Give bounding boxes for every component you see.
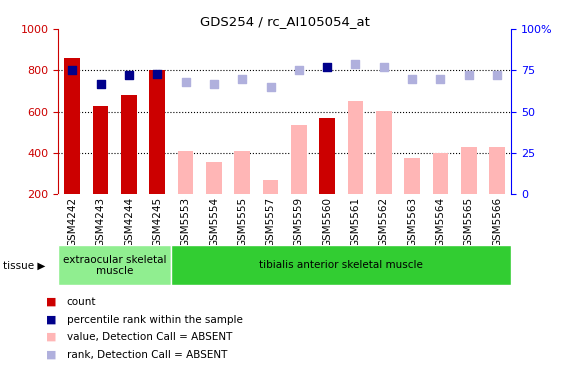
Bar	[347, 101, 363, 194]
Bar	[234, 151, 250, 194]
Bar	[376, 111, 392, 194]
Point	[493, 72, 502, 78]
Text: GSM5560: GSM5560	[322, 197, 332, 247]
Point	[96, 81, 105, 86]
Text: ■: ■	[46, 332, 57, 342]
Point	[322, 64, 332, 70]
Text: ■: ■	[46, 350, 57, 360]
Text: GSM5559: GSM5559	[294, 197, 304, 247]
Text: GSM5561: GSM5561	[350, 197, 360, 247]
Bar	[178, 151, 193, 194]
Bar	[58, 245, 171, 285]
Point	[238, 76, 247, 82]
Text: value, Detection Call = ABSENT: value, Detection Call = ABSENT	[67, 332, 232, 342]
Text: ■: ■	[46, 297, 57, 307]
Point	[407, 76, 417, 82]
Text: percentile rank within the sample: percentile rank within the sample	[67, 314, 243, 325]
Point	[351, 61, 360, 67]
Bar	[291, 125, 307, 194]
Point	[436, 76, 445, 82]
Text: GSM5562: GSM5562	[379, 197, 389, 247]
Bar	[64, 58, 80, 194]
Bar	[433, 153, 449, 194]
Bar	[461, 147, 476, 194]
Bar	[149, 70, 165, 194]
Text: GSM4245: GSM4245	[152, 197, 162, 247]
Point	[464, 72, 474, 78]
Bar	[320, 118, 335, 194]
Point	[266, 84, 275, 90]
Point	[181, 79, 190, 85]
Text: GSM5555: GSM5555	[237, 197, 247, 247]
Text: GSM5563: GSM5563	[407, 197, 417, 247]
Text: GSM5553: GSM5553	[181, 197, 191, 247]
Bar	[206, 162, 222, 194]
Text: GSM4243: GSM4243	[96, 197, 106, 247]
Point	[67, 67, 77, 73]
Text: tibialis anterior skeletal muscle: tibialis anterior skeletal muscle	[259, 260, 424, 270]
Point	[153, 71, 162, 76]
Text: count: count	[67, 297, 96, 307]
Bar	[263, 180, 278, 194]
Bar	[171, 245, 511, 285]
Text: extraocular skeletal
muscle: extraocular skeletal muscle	[63, 254, 167, 276]
Bar	[121, 95, 137, 194]
Bar	[489, 147, 505, 194]
Text: GSM4242: GSM4242	[67, 197, 77, 247]
Text: GSM4244: GSM4244	[124, 197, 134, 247]
Text: GSM5565: GSM5565	[464, 197, 474, 247]
Text: rank, Detection Call = ABSENT: rank, Detection Call = ABSENT	[67, 350, 227, 360]
Text: GSM5564: GSM5564	[436, 197, 446, 247]
Text: ■: ■	[46, 314, 57, 325]
Text: GSM5554: GSM5554	[209, 197, 219, 247]
Point	[124, 72, 134, 78]
Bar	[93, 107, 109, 194]
Bar	[404, 158, 420, 194]
Text: GSM5557: GSM5557	[266, 197, 275, 247]
Point	[294, 67, 303, 73]
Title: GDS254 / rc_AI105054_at: GDS254 / rc_AI105054_at	[200, 15, 370, 28]
Text: GSM5566: GSM5566	[492, 197, 502, 247]
Point	[209, 81, 218, 86]
Text: tissue ▶: tissue ▶	[3, 260, 45, 270]
Point	[379, 64, 389, 70]
